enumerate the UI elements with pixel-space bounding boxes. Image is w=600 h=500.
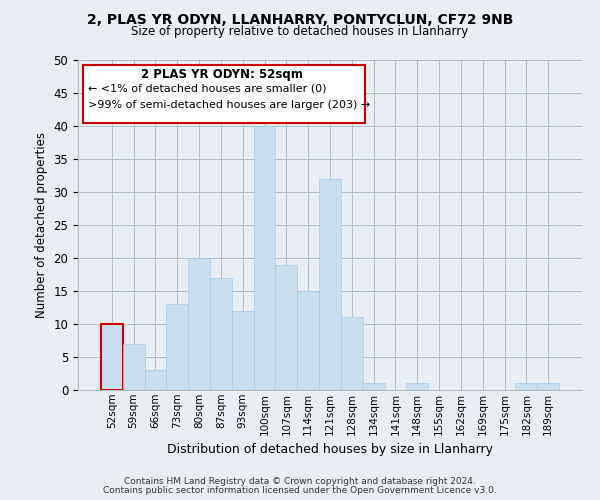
Bar: [210, 278, 232, 390]
X-axis label: Distribution of detached houses by size in Llanharry: Distribution of detached houses by size …: [167, 443, 493, 456]
Bar: [275, 264, 297, 390]
Bar: [406, 384, 428, 390]
FancyBboxPatch shape: [83, 65, 365, 122]
Bar: [254, 126, 275, 390]
Text: ← <1% of detached houses are smaller (0): ← <1% of detached houses are smaller (0): [88, 83, 326, 93]
Bar: [341, 318, 363, 390]
Bar: [188, 258, 210, 390]
Bar: [515, 384, 537, 390]
Bar: [232, 311, 254, 390]
Bar: [145, 370, 166, 390]
Bar: [101, 324, 123, 390]
Text: Contains HM Land Registry data © Crown copyright and database right 2024.: Contains HM Land Registry data © Crown c…: [124, 477, 476, 486]
Y-axis label: Number of detached properties: Number of detached properties: [35, 132, 48, 318]
Bar: [319, 179, 341, 390]
Bar: [123, 344, 145, 390]
Text: Contains public sector information licensed under the Open Government Licence v3: Contains public sector information licen…: [103, 486, 497, 495]
Bar: [297, 291, 319, 390]
Text: 2 PLAS YR ODYN: 52sqm: 2 PLAS YR ODYN: 52sqm: [141, 68, 302, 81]
Bar: [166, 304, 188, 390]
Text: 2, PLAS YR ODYN, LLANHARRY, PONTYCLUN, CF72 9NB: 2, PLAS YR ODYN, LLANHARRY, PONTYCLUN, C…: [87, 12, 513, 26]
Bar: [537, 384, 559, 390]
Text: Size of property relative to detached houses in Llanharry: Size of property relative to detached ho…: [131, 25, 469, 38]
Bar: [363, 384, 385, 390]
Text: >99% of semi-detached houses are larger (203) →: >99% of semi-detached houses are larger …: [88, 100, 370, 110]
